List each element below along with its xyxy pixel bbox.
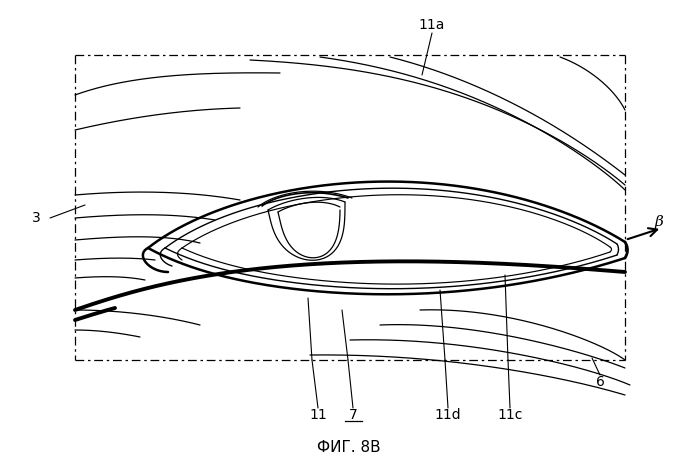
- Text: ФИГ. 8В: ФИГ. 8В: [317, 440, 381, 456]
- Text: 11a: 11a: [419, 18, 445, 32]
- Text: 3: 3: [31, 211, 41, 225]
- Text: 11: 11: [309, 408, 327, 422]
- Text: 11d: 11d: [435, 408, 461, 422]
- Text: β: β: [654, 215, 663, 229]
- Text: 7: 7: [349, 408, 357, 422]
- Text: 11c: 11c: [497, 408, 523, 422]
- Text: 6: 6: [596, 375, 605, 389]
